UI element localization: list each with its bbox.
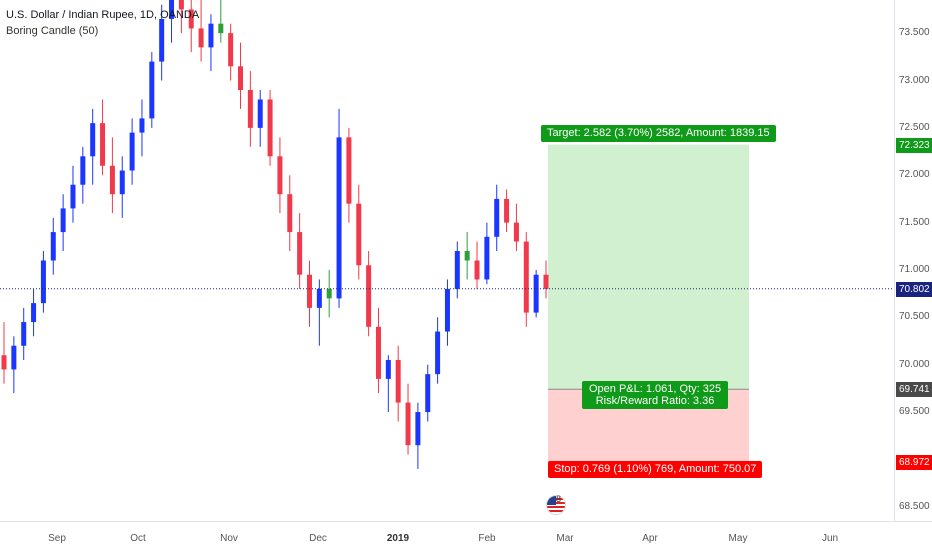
time-tick: Feb	[478, 533, 496, 544]
candle-body	[208, 23, 214, 48]
entry-price-badge: 69.741	[896, 382, 932, 398]
candle-body	[70, 184, 76, 209]
candle-body	[267, 99, 273, 157]
us-flag-event-icon[interactable]	[546, 495, 566, 515]
time-tick: Mar	[556, 533, 574, 544]
candle-body	[247, 89, 253, 128]
candle-body	[484, 236, 490, 280]
candle-body	[326, 288, 332, 299]
candle-body	[533, 274, 539, 313]
candle-body	[366, 265, 372, 327]
price-tick: 72.000	[899, 169, 930, 181]
candle-body	[513, 222, 519, 242]
candle-body	[31, 303, 37, 323]
candle-body	[504, 198, 510, 223]
candle-body	[100, 123, 106, 166]
candle-body	[129, 132, 135, 171]
candle-body	[11, 345, 17, 370]
candle-body	[198, 28, 204, 48]
candle-body	[415, 412, 421, 446]
candle-body	[494, 198, 500, 237]
price-tick: 72.500	[899, 121, 930, 133]
candle-body	[425, 374, 431, 413]
time-tick: Dec	[309, 533, 327, 544]
candle-body	[80, 156, 86, 185]
candle-body	[40, 260, 46, 304]
chart-legend: U.S. Dollar / Indian Rupee, 1D, OANDA Bo…	[6, 7, 199, 39]
candle-body	[1, 355, 7, 370]
candle-body	[60, 208, 66, 233]
candle-body	[346, 137, 352, 204]
candle-body	[21, 322, 27, 346]
candle-body	[139, 118, 145, 133]
time-tick: Nov	[220, 533, 238, 544]
candle-body	[178, 0, 184, 10]
price-tick: 69.500	[899, 406, 930, 418]
time-axis[interactable]: Sep Oct Nov Dec 2019 Feb Mar Apr May Jun	[0, 521, 932, 550]
candlestick-chart[interactable]	[0, 0, 894, 521]
time-tick: 2019	[386, 533, 410, 544]
price-tick: 70.500	[899, 311, 930, 323]
candle-body	[395, 359, 401, 403]
target-price-badge: 72.323	[896, 137, 932, 153]
time-tick: May	[728, 533, 748, 544]
candle-body	[238, 66, 244, 90]
time-tick: Apr	[642, 533, 658, 544]
candle-body	[257, 99, 263, 128]
candle-body	[316, 288, 322, 308]
price-tick: 68.500	[899, 500, 930, 512]
candle-body	[218, 23, 224, 34]
price-axis[interactable]: 73.500 73.000 72.500 72.000 71.500 71.000 70.5…	[894, 0, 932, 521]
candle-body	[109, 165, 115, 195]
candle-body	[119, 170, 125, 195]
profit-zone	[548, 144, 749, 390]
candle-body	[297, 232, 303, 275]
current-price-badge: 70.802	[896, 281, 932, 297]
time-tick: Sep	[48, 533, 66, 544]
candle-body	[50, 232, 56, 261]
candle-body	[405, 402, 411, 446]
candle-body	[336, 137, 342, 299]
candle-body	[277, 156, 283, 195]
candle-body	[385, 359, 391, 379]
candle-body	[523, 241, 529, 313]
candle-body	[188, 9, 194, 29]
candle-body	[169, 0, 175, 19]
target-label[interactable]: Target: 2.582 (3.70%) 2582, Amount: 1839…	[541, 125, 776, 142]
candle-body	[228, 33, 234, 67]
candle-body	[435, 331, 441, 375]
candle-body	[306, 274, 312, 308]
position-info-label[interactable]: Open P&L: 1.061, Qty: 325 Risk/Reward Ra…	[582, 381, 729, 409]
candle-body	[90, 123, 96, 157]
time-tick: Oct	[130, 533, 146, 544]
indicator-title[interactable]: Boring Candle (50)	[6, 25, 99, 37]
price-tick: 73.000	[899, 74, 930, 86]
stop-price-badge: 68.972	[896, 455, 932, 471]
symbol-title[interactable]: U.S. Dollar / Indian Rupee, 1D, OANDA	[6, 9, 200, 21]
event-count: 8	[556, 494, 562, 504]
stop-label[interactable]: Stop: 0.769 (1.10%) 769, Amount: 750.07	[548, 461, 763, 478]
time-tick: Jun	[821, 533, 839, 544]
candle-body	[444, 288, 450, 332]
open-pl-text: Open P&L: 1.061, Qty: 325	[589, 383, 722, 395]
candle-body	[149, 61, 155, 119]
price-tick: 71.500	[899, 216, 930, 228]
candle-body	[474, 260, 480, 280]
candle-body	[287, 194, 293, 233]
candle-body	[464, 251, 470, 261]
candle-body	[159, 18, 165, 62]
candle-body	[375, 326, 381, 379]
price-tick: 71.000	[899, 263, 930, 275]
price-tick: 73.500	[899, 27, 930, 39]
candle-body	[454, 251, 460, 289]
price-tick: 70.000	[899, 358, 930, 370]
risk-reward-text: Risk/Reward Ratio: 3.36	[595, 395, 715, 407]
chart-area[interactable]: U.S. Dollar / Indian Rupee, 1D, OANDA Bo…	[0, 0, 894, 521]
candle-body	[543, 274, 549, 289]
candle-body	[356, 203, 362, 266]
